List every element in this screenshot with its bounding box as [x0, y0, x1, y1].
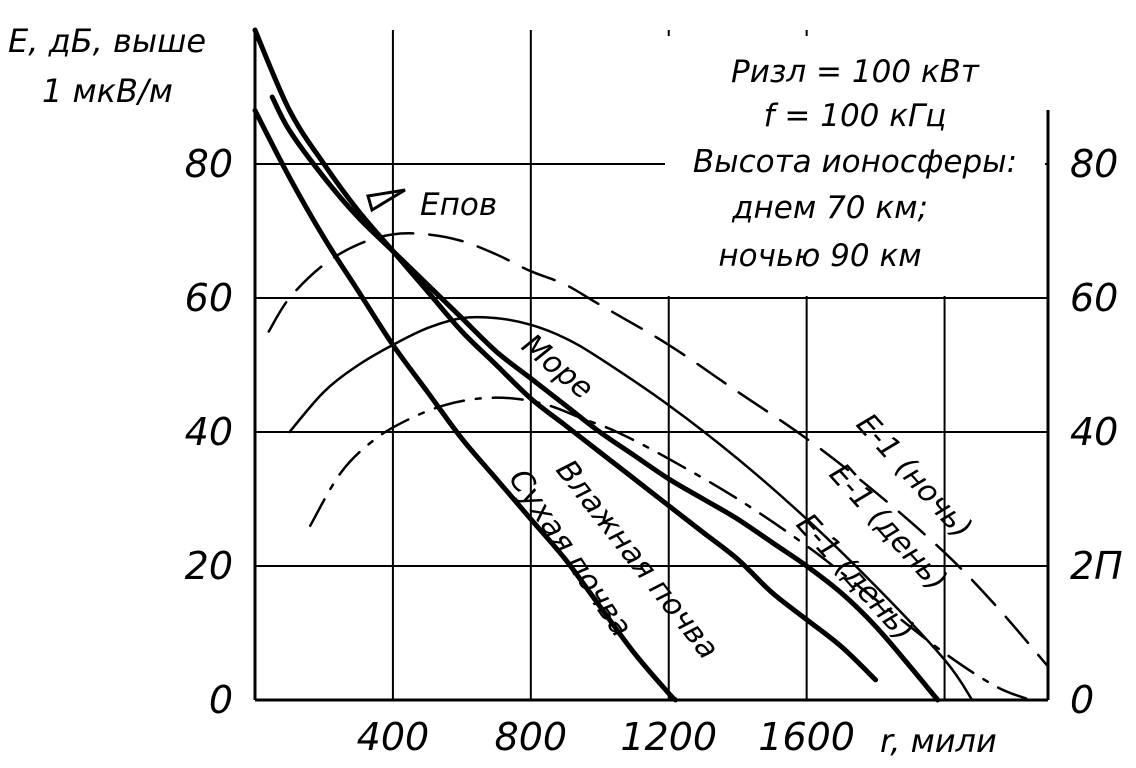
- surface-wave-arrow: [366, 188, 406, 213]
- series-line-2: [269, 94, 941, 703]
- annotation-day-height: днем 70 км;: [731, 190, 928, 226]
- x-tick-label: 800: [495, 715, 568, 759]
- y-axis-title-line2: 1 мкВ/м: [42, 72, 173, 110]
- y-tick-label-left: 20: [185, 544, 233, 588]
- x-tick-label: 1200: [620, 715, 717, 759]
- y-tick-label-right: 2П: [1070, 544, 1123, 588]
- y-tick-label-left: 80: [185, 142, 233, 186]
- series-line-5: [267, 232, 1050, 668]
- y-tick-label-left: 60: [185, 276, 233, 320]
- y-tick-label-right: 80: [1070, 142, 1118, 186]
- surface-wave-marker: Eпов: [366, 187, 497, 223]
- series-line-0: [252, 107, 679, 703]
- annotation-power: Pизл = 100 кВт: [731, 54, 980, 90]
- x-tick-label: 1600: [758, 715, 855, 759]
- curve-labels: Море Влажная почва Сухая почва E-1 (ночь…: [501, 327, 979, 666]
- series-layer: [252, 27, 1050, 703]
- y-tick-label-right: 60: [1070, 276, 1118, 320]
- y-tick-label-left: 0: [209, 678, 233, 722]
- y-axis-title-line1: E, дБ, выше: [8, 22, 206, 60]
- annotation-box: Pизл = 100 кВт f = 100 кГц Высота ионосф…: [665, 36, 1045, 296]
- annotation-frequency: f = 100 кГц: [764, 98, 947, 134]
- series-line-3: [288, 315, 974, 702]
- x-tick-label: 400: [357, 715, 430, 759]
- surface-wave-label: Eпов: [420, 187, 497, 223]
- y-tick-label-right: 40: [1070, 410, 1118, 454]
- y-tick-label-left: 40: [185, 410, 233, 454]
- annotation-night-height: ночью 90 км: [718, 238, 921, 274]
- y-axis-title: E, дБ, выше 1 мкВ/м: [8, 22, 206, 110]
- y-tick-label-right: 0: [1070, 678, 1094, 722]
- series-line-4: [308, 396, 1033, 702]
- tick-labels: 400 800 1200 1600 0 0 20 2П 40 40 60 60 80 80: [185, 142, 1123, 759]
- series-line-1: [252, 27, 879, 683]
- annotation-ionosphere-title: Высота ионосферы:: [693, 144, 1017, 180]
- x-axis-title: r, мили: [880, 722, 997, 760]
